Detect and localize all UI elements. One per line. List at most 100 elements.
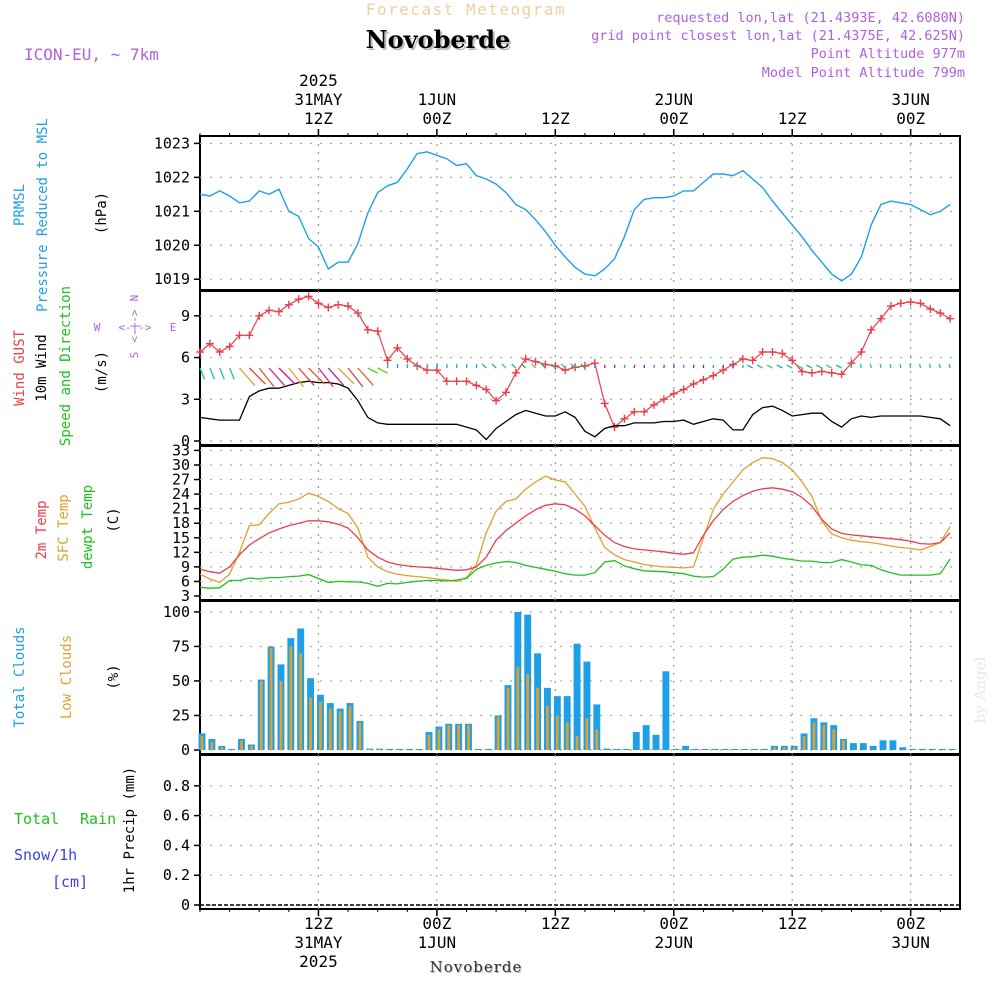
total-clouds-bar — [731, 749, 739, 750]
wind-direction-arrow — [347, 367, 364, 388]
compass-south: S — [128, 352, 141, 359]
wind-label-unit: (m/s) — [94, 351, 110, 393]
temp-ytick-label: 30 — [172, 456, 190, 474]
wind-direction-arrow — [511, 363, 517, 369]
precip-panel: 0 0.2 0.4 0.6 0.8 — [163, 777, 960, 914]
total-clouds-bar — [889, 740, 897, 750]
wind-ytick-label: 6 — [181, 349, 190, 367]
wind-direction-arrow — [806, 364, 813, 369]
precip-label-cm: [cm] — [52, 873, 88, 891]
low-clouds-bar — [200, 736, 204, 750]
total-clouds-bar — [899, 747, 907, 750]
model-altitude: Model Point Altitude 799m — [762, 65, 965, 81]
wind-direction-arrow — [869, 363, 872, 369]
low-clouds-bar — [328, 708, 332, 750]
wind-compass: W E N S <-|-> <-|-> — [94, 295, 177, 359]
pressure-ytick-label: 1021 — [154, 202, 190, 220]
temp-label-dewpt: dewpt Temp — [80, 485, 96, 569]
temp-ytick-label: 3 — [181, 587, 190, 605]
wind-direction-arrow — [337, 367, 355, 385]
low-clouds-bar — [427, 734, 431, 750]
total-clouds-bar — [573, 643, 581, 750]
low-clouds-bar — [358, 722, 362, 750]
low-clouds-bar — [279, 680, 283, 750]
low-clouds-bar — [338, 711, 342, 750]
gridpoint-coords: grid point closest lon,lat (21.4375E, 42… — [591, 28, 965, 44]
total-clouds-bar — [593, 704, 601, 750]
wind-direction-arrow — [258, 367, 275, 388]
temp-ytick-label: 15 — [172, 529, 190, 547]
total-clouds-bar — [583, 661, 591, 750]
wind-ytick-label: 3 — [181, 390, 190, 408]
precip-ytick-label: 0.8 — [163, 777, 190, 795]
precip-label-total: Total — [14, 810, 59, 828]
bottom-axis-tick-label: 2025 — [299, 952, 338, 971]
compass-east: E — [170, 321, 177, 334]
clouds-ytick-label: 75 — [172, 637, 190, 655]
temp-label-sfc: SFC Temp — [56, 494, 72, 561]
location-title: Novoberde — [366, 25, 511, 54]
low-clouds-bar — [506, 687, 510, 750]
wind-direction-arrow — [219, 367, 225, 380]
top-axis-tick-label: 12Z — [541, 109, 570, 128]
precip-ytick-label: 0.4 — [163, 836, 190, 854]
pressure-ytick-label: 1022 — [154, 168, 190, 186]
clouds-ytick-label: 25 — [172, 706, 190, 724]
wind-label-gust: Wind GUST — [12, 330, 28, 406]
low-clouds-bar — [555, 715, 559, 750]
total-clouds-bar — [642, 725, 650, 750]
low-clouds-bar — [782, 747, 786, 750]
wind-direction-arrow — [229, 367, 235, 380]
total-clouds-bar — [613, 749, 620, 750]
wind-direction-arrow — [889, 363, 892, 369]
temp-ytick-label: 12 — [172, 543, 190, 561]
wind-direction-arrow — [816, 364, 823, 369]
pressure-frame — [199, 135, 961, 291]
precip-ytick-label: 0.2 — [163, 866, 190, 884]
total-clouds-bar — [919, 749, 926, 750]
low-clouds-bar — [802, 736, 806, 750]
wind-direction-arrow — [531, 363, 537, 369]
top-axis-tick-label: 00Z — [659, 109, 688, 128]
compass-horizontal-arrows: <-|-> — [118, 321, 151, 334]
sfc-temp-line — [199, 457, 951, 584]
wind-direction-arrow — [367, 367, 379, 374]
total-clouds-bar — [228, 749, 236, 750]
wind-direction-arrow — [199, 367, 206, 380]
low-clouds-bar — [309, 697, 312, 750]
temp-ytick-label: 27 — [172, 471, 190, 489]
low-clouds-bar — [546, 705, 549, 750]
wind-direction-arrow — [825, 364, 832, 369]
precip-label-snow: Snow/1h — [14, 846, 77, 864]
temp-ytick-label: 33 — [172, 441, 190, 459]
total-clouds-bar — [761, 749, 769, 750]
temp2m-line — [199, 487, 951, 574]
total-clouds-bar — [692, 749, 699, 750]
low-clouds-bar — [575, 736, 579, 750]
bottom-axis-tick-label: 00Z — [659, 914, 688, 933]
pressure-ytick-label: 1019 — [154, 270, 190, 288]
bottom-axis-tick-label: 00Z — [896, 914, 925, 933]
bottom-axis-tick-label: 1JUN — [418, 933, 457, 952]
wind-direction-arrow — [928, 363, 932, 369]
wind-direction-arrow — [288, 367, 305, 388]
total-clouds-bar — [879, 740, 887, 750]
temp-ytick-label: 6 — [181, 572, 190, 590]
top-axis-tick-label: 1JUN — [418, 90, 457, 109]
wind-direction-arrow — [491, 363, 497, 369]
wind-direction-arrow — [919, 363, 922, 369]
low-clouds-bar — [585, 718, 589, 750]
low-clouds-bar — [842, 740, 845, 750]
pressure-line — [199, 151, 951, 282]
total-clouds-bar — [672, 749, 680, 750]
total-clouds-bar — [682, 745, 690, 750]
total-clouds-bar — [603, 748, 611, 750]
requested-coords: requested lon,lat (21.4393E, 42.6080N) — [656, 10, 965, 26]
pressure-ytick-label: 1020 — [154, 236, 190, 254]
low-clouds-bar — [565, 722, 569, 750]
low-clouds-bar — [259, 680, 263, 750]
wind-direction-arrow — [248, 367, 266, 385]
low-clouds-bar — [368, 748, 372, 750]
total-clouds-bar — [711, 749, 719, 750]
